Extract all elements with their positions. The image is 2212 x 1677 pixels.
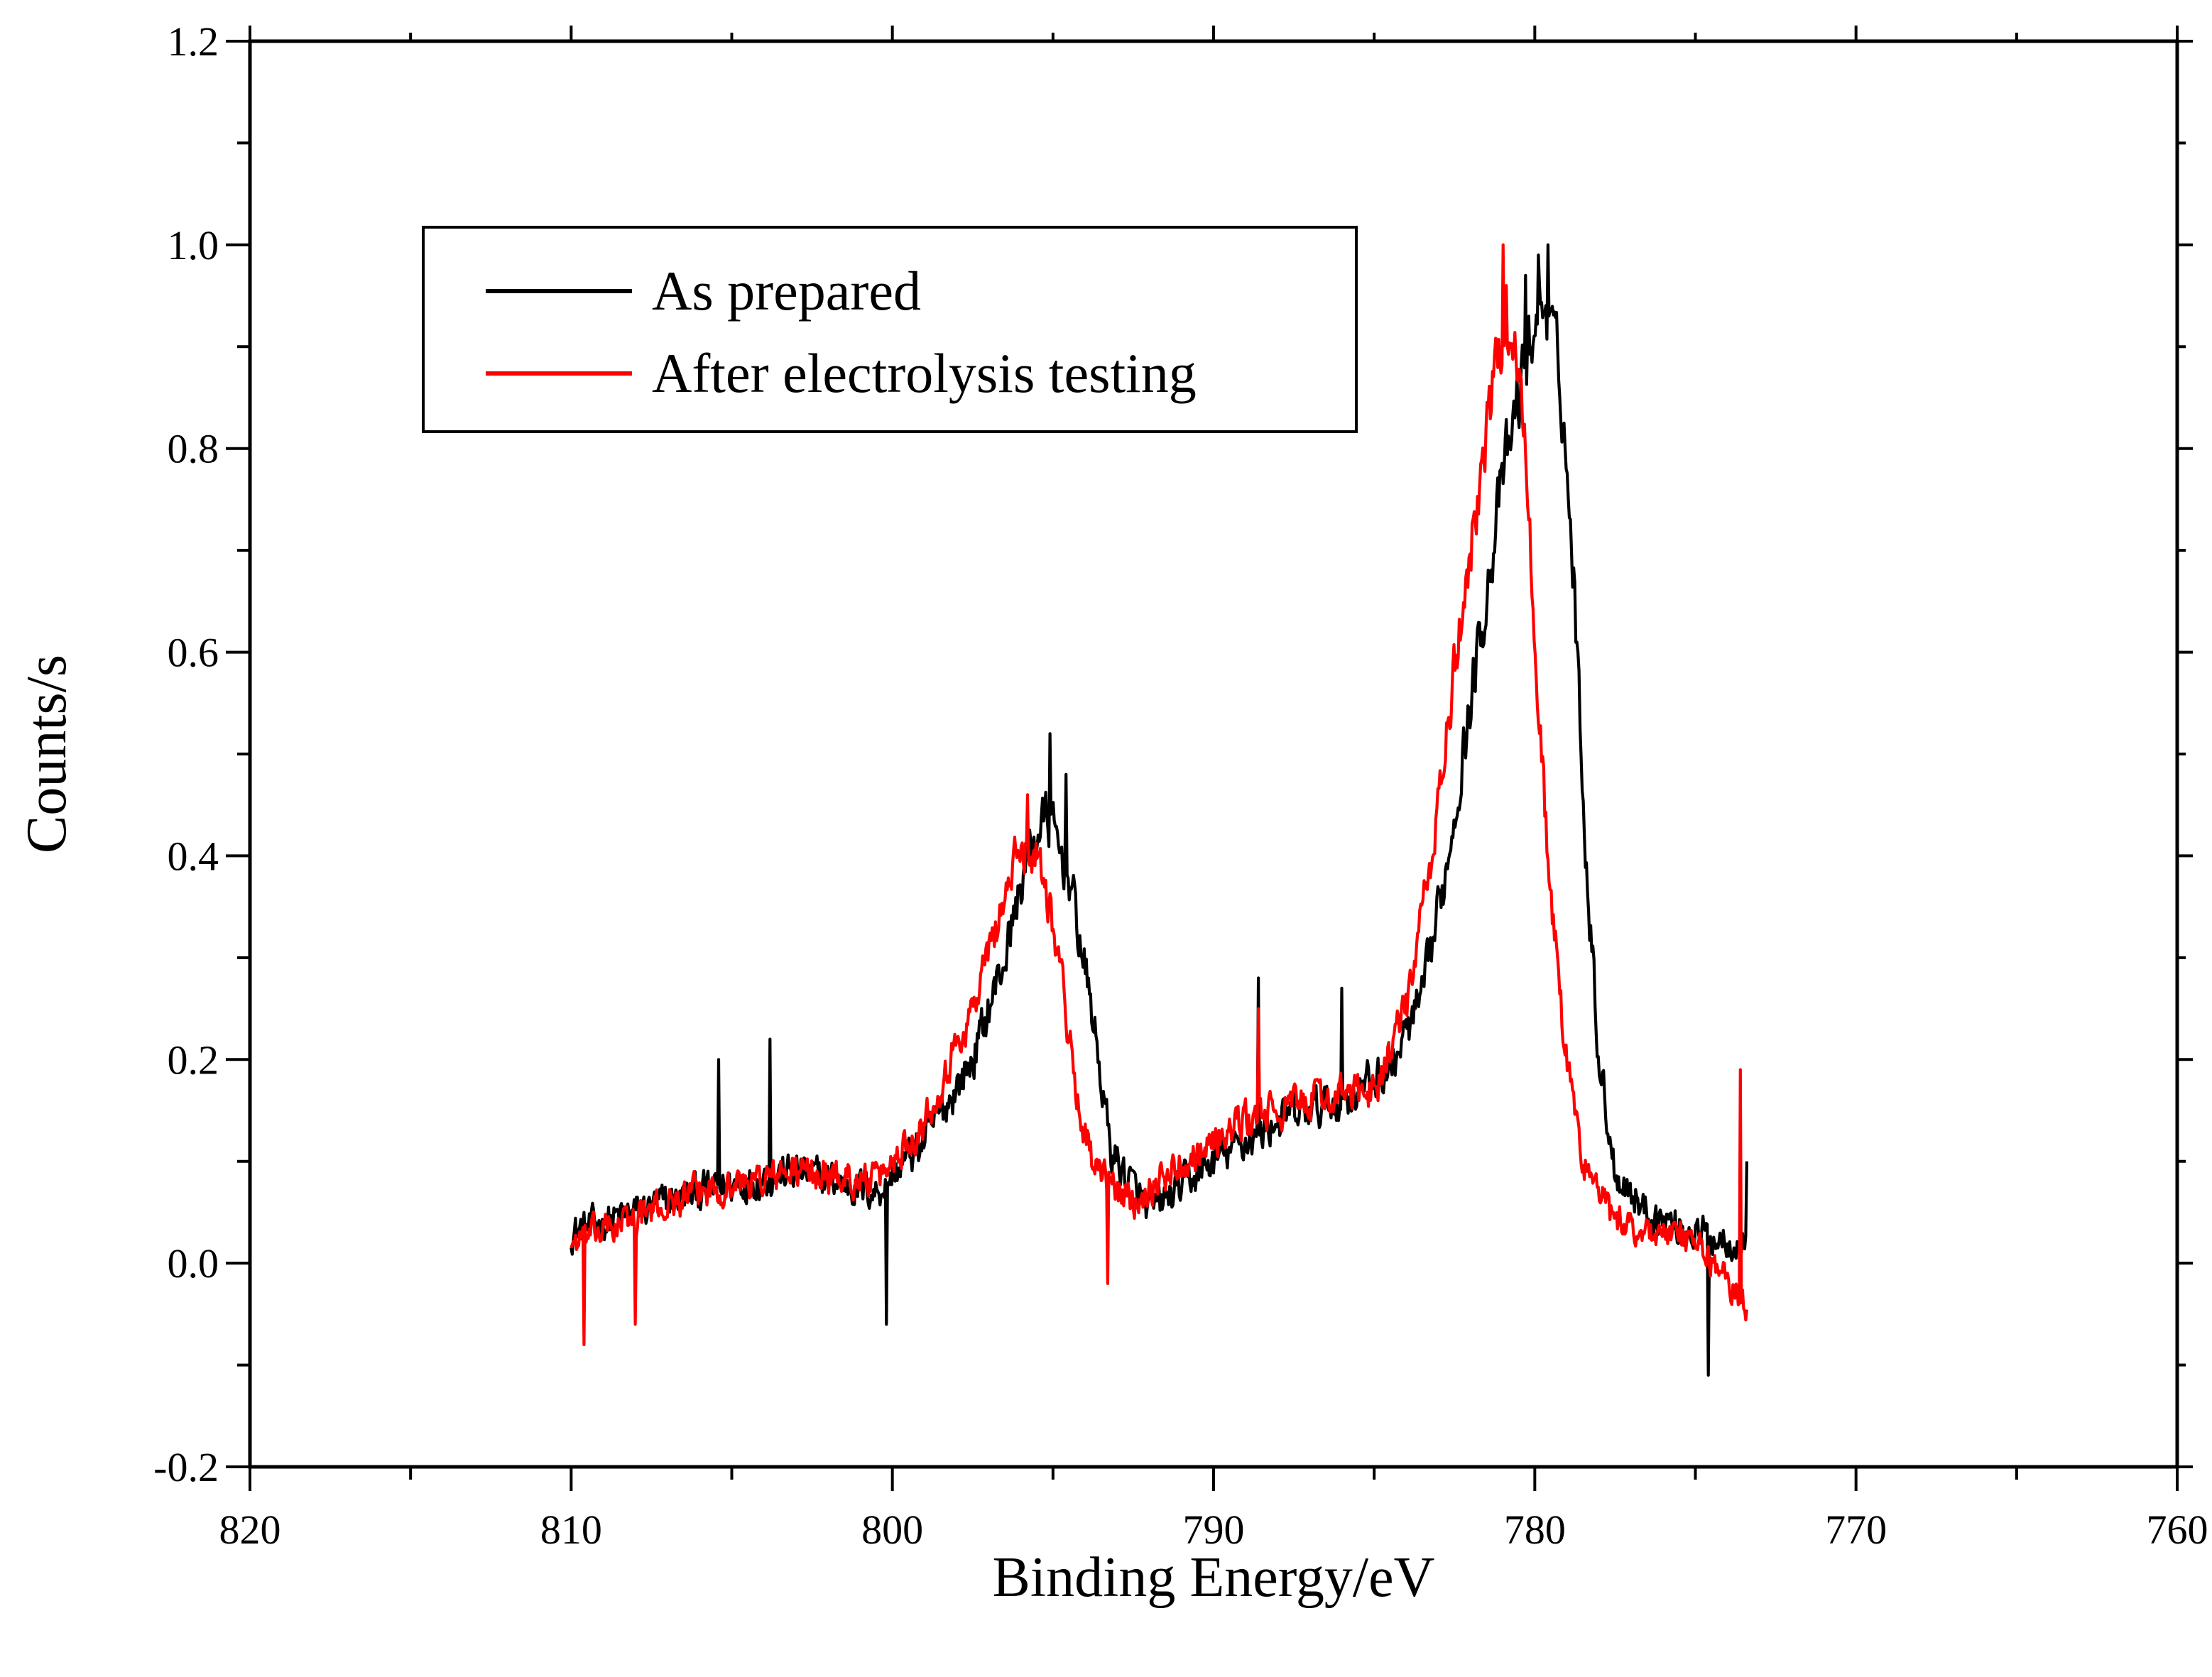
- series-line-after-electrolysis: [570, 243, 1748, 1346]
- x-tick-label: 800: [861, 1507, 923, 1553]
- legend-box: [422, 226, 1358, 433]
- y-axis-ticks: -0.2 0.0 0.2 0.4 0.6 0.8 1.0 1.2: [153, 18, 2193, 1490]
- y-tick-label: 0.8: [168, 426, 219, 472]
- y-tick-label: 0.2: [168, 1037, 219, 1083]
- series-layer: [570, 243, 1748, 1377]
- y-axis-title: Counts/s: [16, 655, 78, 853]
- x-tick-label: 780: [1504, 1507, 1566, 1553]
- y-tick-label: 1.2: [168, 18, 219, 65]
- y-tick-label: 0.4: [168, 833, 219, 879]
- y-tick-label: 0.6: [168, 630, 219, 676]
- legend: As prepared After electrolysis testing: [422, 226, 1358, 433]
- x-tick-label: 760: [2147, 1507, 2208, 1553]
- x-axis-title: Binding Energy/eV: [993, 1546, 1435, 1609]
- y-tick-label: -0.2: [153, 1444, 219, 1490]
- x-tick-label: 770: [1825, 1507, 1887, 1553]
- legend-label-after-electrolysis: After electrolysis testing: [652, 342, 1197, 404]
- x-axis-ticks: 820 810 800 790 780 770 760: [219, 26, 2208, 1553]
- y-tick-label: 1.0: [168, 222, 219, 268]
- x-tick-label: 810: [540, 1507, 602, 1553]
- x-tick-label: 820: [219, 1507, 281, 1553]
- x-tick-label: 790: [1183, 1507, 1245, 1553]
- legend-label-as-prepared: As prepared: [652, 260, 921, 322]
- y-tick-label: 0.0: [168, 1240, 219, 1287]
- plot-frame: [248, 39, 2179, 1469]
